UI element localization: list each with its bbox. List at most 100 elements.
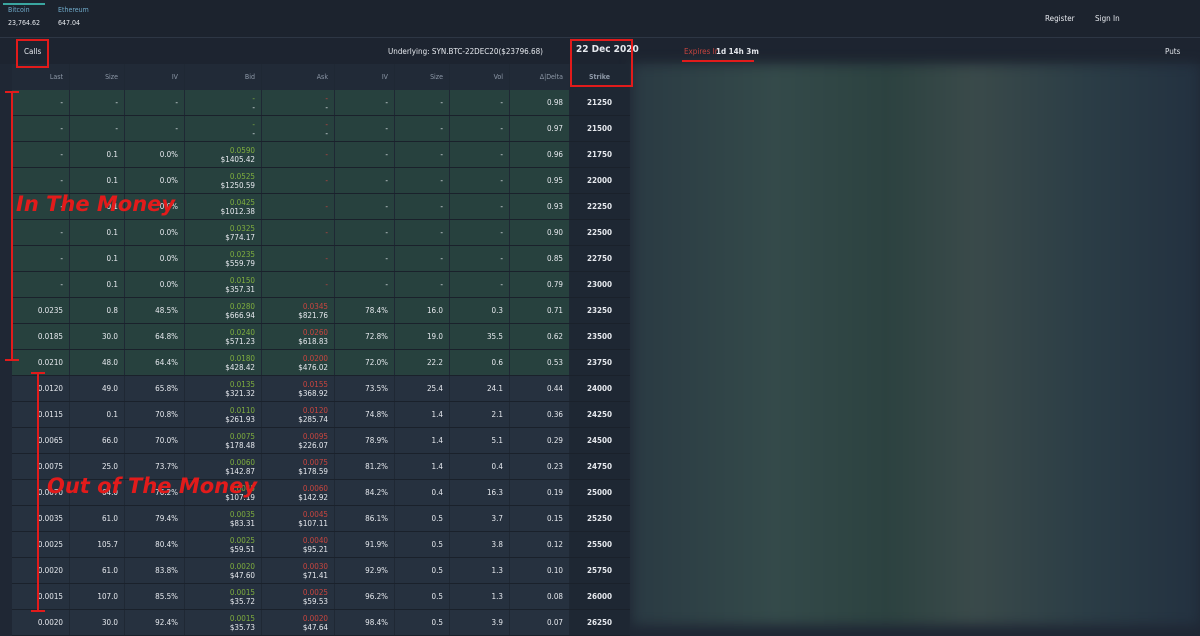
table-cell: 0.0015 $35.72 <box>185 584 262 609</box>
table-cell: 0.1 <box>70 246 125 271</box>
usd-price: $428.42 <box>225 362 255 372</box>
table-cell: - <box>262 246 335 271</box>
table-cell: 0.0045 $107.11 <box>262 506 335 531</box>
usd-price: $59.53 <box>302 596 328 606</box>
register-link[interactable]: Register <box>1045 14 1075 23</box>
btc-price: 0.0200 <box>302 353 328 363</box>
usd-price: $35.73 <box>229 622 255 632</box>
cell-text: - <box>385 124 388 133</box>
table-cell: - <box>395 194 450 219</box>
cell-text: - <box>60 150 63 159</box>
tab[interactable]: Ethereum 647.04 <box>58 4 89 30</box>
table-row: - - - - - - - - - -0.98 21250 <box>12 90 630 116</box>
table-cell: 0.1 <box>70 168 125 193</box>
table-cell: 19.0 <box>395 324 450 349</box>
table-cell: - <box>12 272 70 297</box>
btc-price: 0.0425 <box>229 197 255 207</box>
table-cell: 3.8 <box>450 532 510 557</box>
cell-text: 80.4% <box>155 540 178 549</box>
cell-text: 0.12 <box>546 540 563 549</box>
btc-price: 0.0015 <box>229 613 255 623</box>
cell-text: 0.1 <box>106 150 118 159</box>
table-cell: 24250 <box>570 402 630 427</box>
cell-text: 73.5% <box>365 384 388 393</box>
table-cell: 1.4 <box>395 402 450 427</box>
cell-text: 70.8% <box>155 410 178 419</box>
cell-text: - <box>385 98 388 107</box>
table-cell: 0.0065 <box>12 428 70 453</box>
table-cell: 0.0% <box>125 168 185 193</box>
table-cell: - <box>12 246 70 271</box>
signin-link[interactable]: Sign In <box>1095 14 1120 23</box>
cell-text: 48.0 <box>101 358 118 367</box>
usd-price: $1012.38 <box>220 206 255 216</box>
table-cell: 0.0020 <box>12 558 70 583</box>
usd-price: $666.94 <box>225 310 255 320</box>
cell-text: 0.96 <box>546 150 563 159</box>
cell-text: - <box>60 280 63 289</box>
table-cell: - <box>395 116 450 141</box>
cell-text: 16.0 <box>426 306 443 315</box>
table-cell: 0.0020 <box>12 610 70 635</box>
btc-price: 0.0235 <box>229 249 255 259</box>
cell-text: 0.0020 <box>37 618 63 627</box>
cell-text: 21250 <box>586 98 613 107</box>
cell-text: 22.2 <box>426 358 443 367</box>
cell-text: 22500 <box>586 228 613 237</box>
cell-text: - <box>500 254 503 263</box>
table-cell: - <box>125 116 185 141</box>
btc-price: - <box>325 93 328 103</box>
column-header: Bid <box>185 64 262 90</box>
table-cell: 3.7 <box>450 506 510 531</box>
table-row: - 0.1 0.0% 0.0235 $559.79 - - - - 0.85 22750 <box>12 246 630 272</box>
table-cell: 78.4% <box>335 298 395 323</box>
usd-price: $83.31 <box>229 518 255 528</box>
table-cell: 0.0280 $666.94 <box>185 298 262 323</box>
cell-text: 0.0025 <box>37 540 63 549</box>
cell-text: 0.93 <box>546 202 563 211</box>
cell-text: 3.7 <box>491 514 503 523</box>
cell-text: 107.0 <box>97 592 118 601</box>
usd-price: $107.19 <box>225 492 255 502</box>
btc-price: 0.0045 <box>302 509 328 519</box>
table-cell: 0.44 <box>510 376 570 401</box>
tab[interactable]: Bitcoin 23,764.62 <box>8 4 40 30</box>
table-cell: 0.85 <box>510 246 570 271</box>
cell-text: 22250 <box>586 202 613 211</box>
table-row: 0.0185 30.0 64.8% 0.0240 $571.23 0.0260 $618.8… <box>12 324 630 350</box>
annotation: Out of The Money <box>47 474 258 498</box>
btc-price: - <box>325 176 328 185</box>
table-cell: - <box>395 246 450 271</box>
cell-text: 0.4 <box>491 462 503 471</box>
btc-price: 0.0075 <box>229 431 255 441</box>
cell-text: 0.8 <box>106 306 118 315</box>
table-cell: - <box>450 168 510 193</box>
annotation: In The Money <box>16 192 176 216</box>
highlight-box <box>16 39 49 68</box>
table-cell: - <box>12 168 70 193</box>
cell-text: 0.0% <box>159 228 178 237</box>
table-cell: 21250 <box>570 90 630 115</box>
table-cell: - <box>12 194 70 219</box>
table-cell: 0.08 <box>510 584 570 609</box>
table-cell: 0.0020 $47.60 <box>185 558 262 583</box>
table-row: 0.0065 66.0 70.0% 0.0075 $178.48 0.0095 $226.0… <box>12 428 630 454</box>
table-cell: 0.0345 $821.76 <box>262 298 335 323</box>
cell-text: 66.0 <box>101 436 118 445</box>
column-header: Vol <box>450 64 510 90</box>
column-header: Last <box>12 64 70 90</box>
table-cell: - <box>335 220 395 245</box>
table-cell: 0.5 <box>395 584 450 609</box>
bracket-cap <box>31 610 45 612</box>
usd-price: $142.92 <box>298 492 328 502</box>
cell-text: 0.4 <box>431 488 443 497</box>
cell-text: 22000 <box>586 176 613 185</box>
table-cell: 3.9 <box>450 610 510 635</box>
cell-text: - <box>500 98 503 107</box>
column-header: Size <box>70 64 125 90</box>
table-cell: 64.0 <box>70 480 125 505</box>
cell-text: 1.4 <box>431 436 443 445</box>
tab-indicator <box>3 3 45 5</box>
cell-text: 1.4 <box>431 462 443 471</box>
cell-text: 105.7 <box>97 540 118 549</box>
